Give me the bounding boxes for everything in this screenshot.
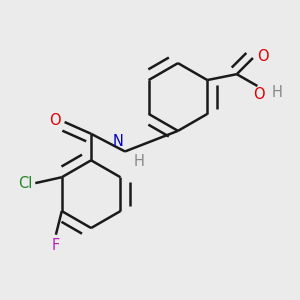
- Text: Cl: Cl: [19, 176, 33, 190]
- Text: H: H: [133, 154, 144, 169]
- Text: N: N: [112, 134, 124, 149]
- Text: O: O: [50, 113, 61, 128]
- Text: O: O: [253, 87, 265, 102]
- Text: F: F: [52, 238, 60, 253]
- Text: H: H: [272, 85, 282, 100]
- Text: O: O: [257, 49, 268, 64]
